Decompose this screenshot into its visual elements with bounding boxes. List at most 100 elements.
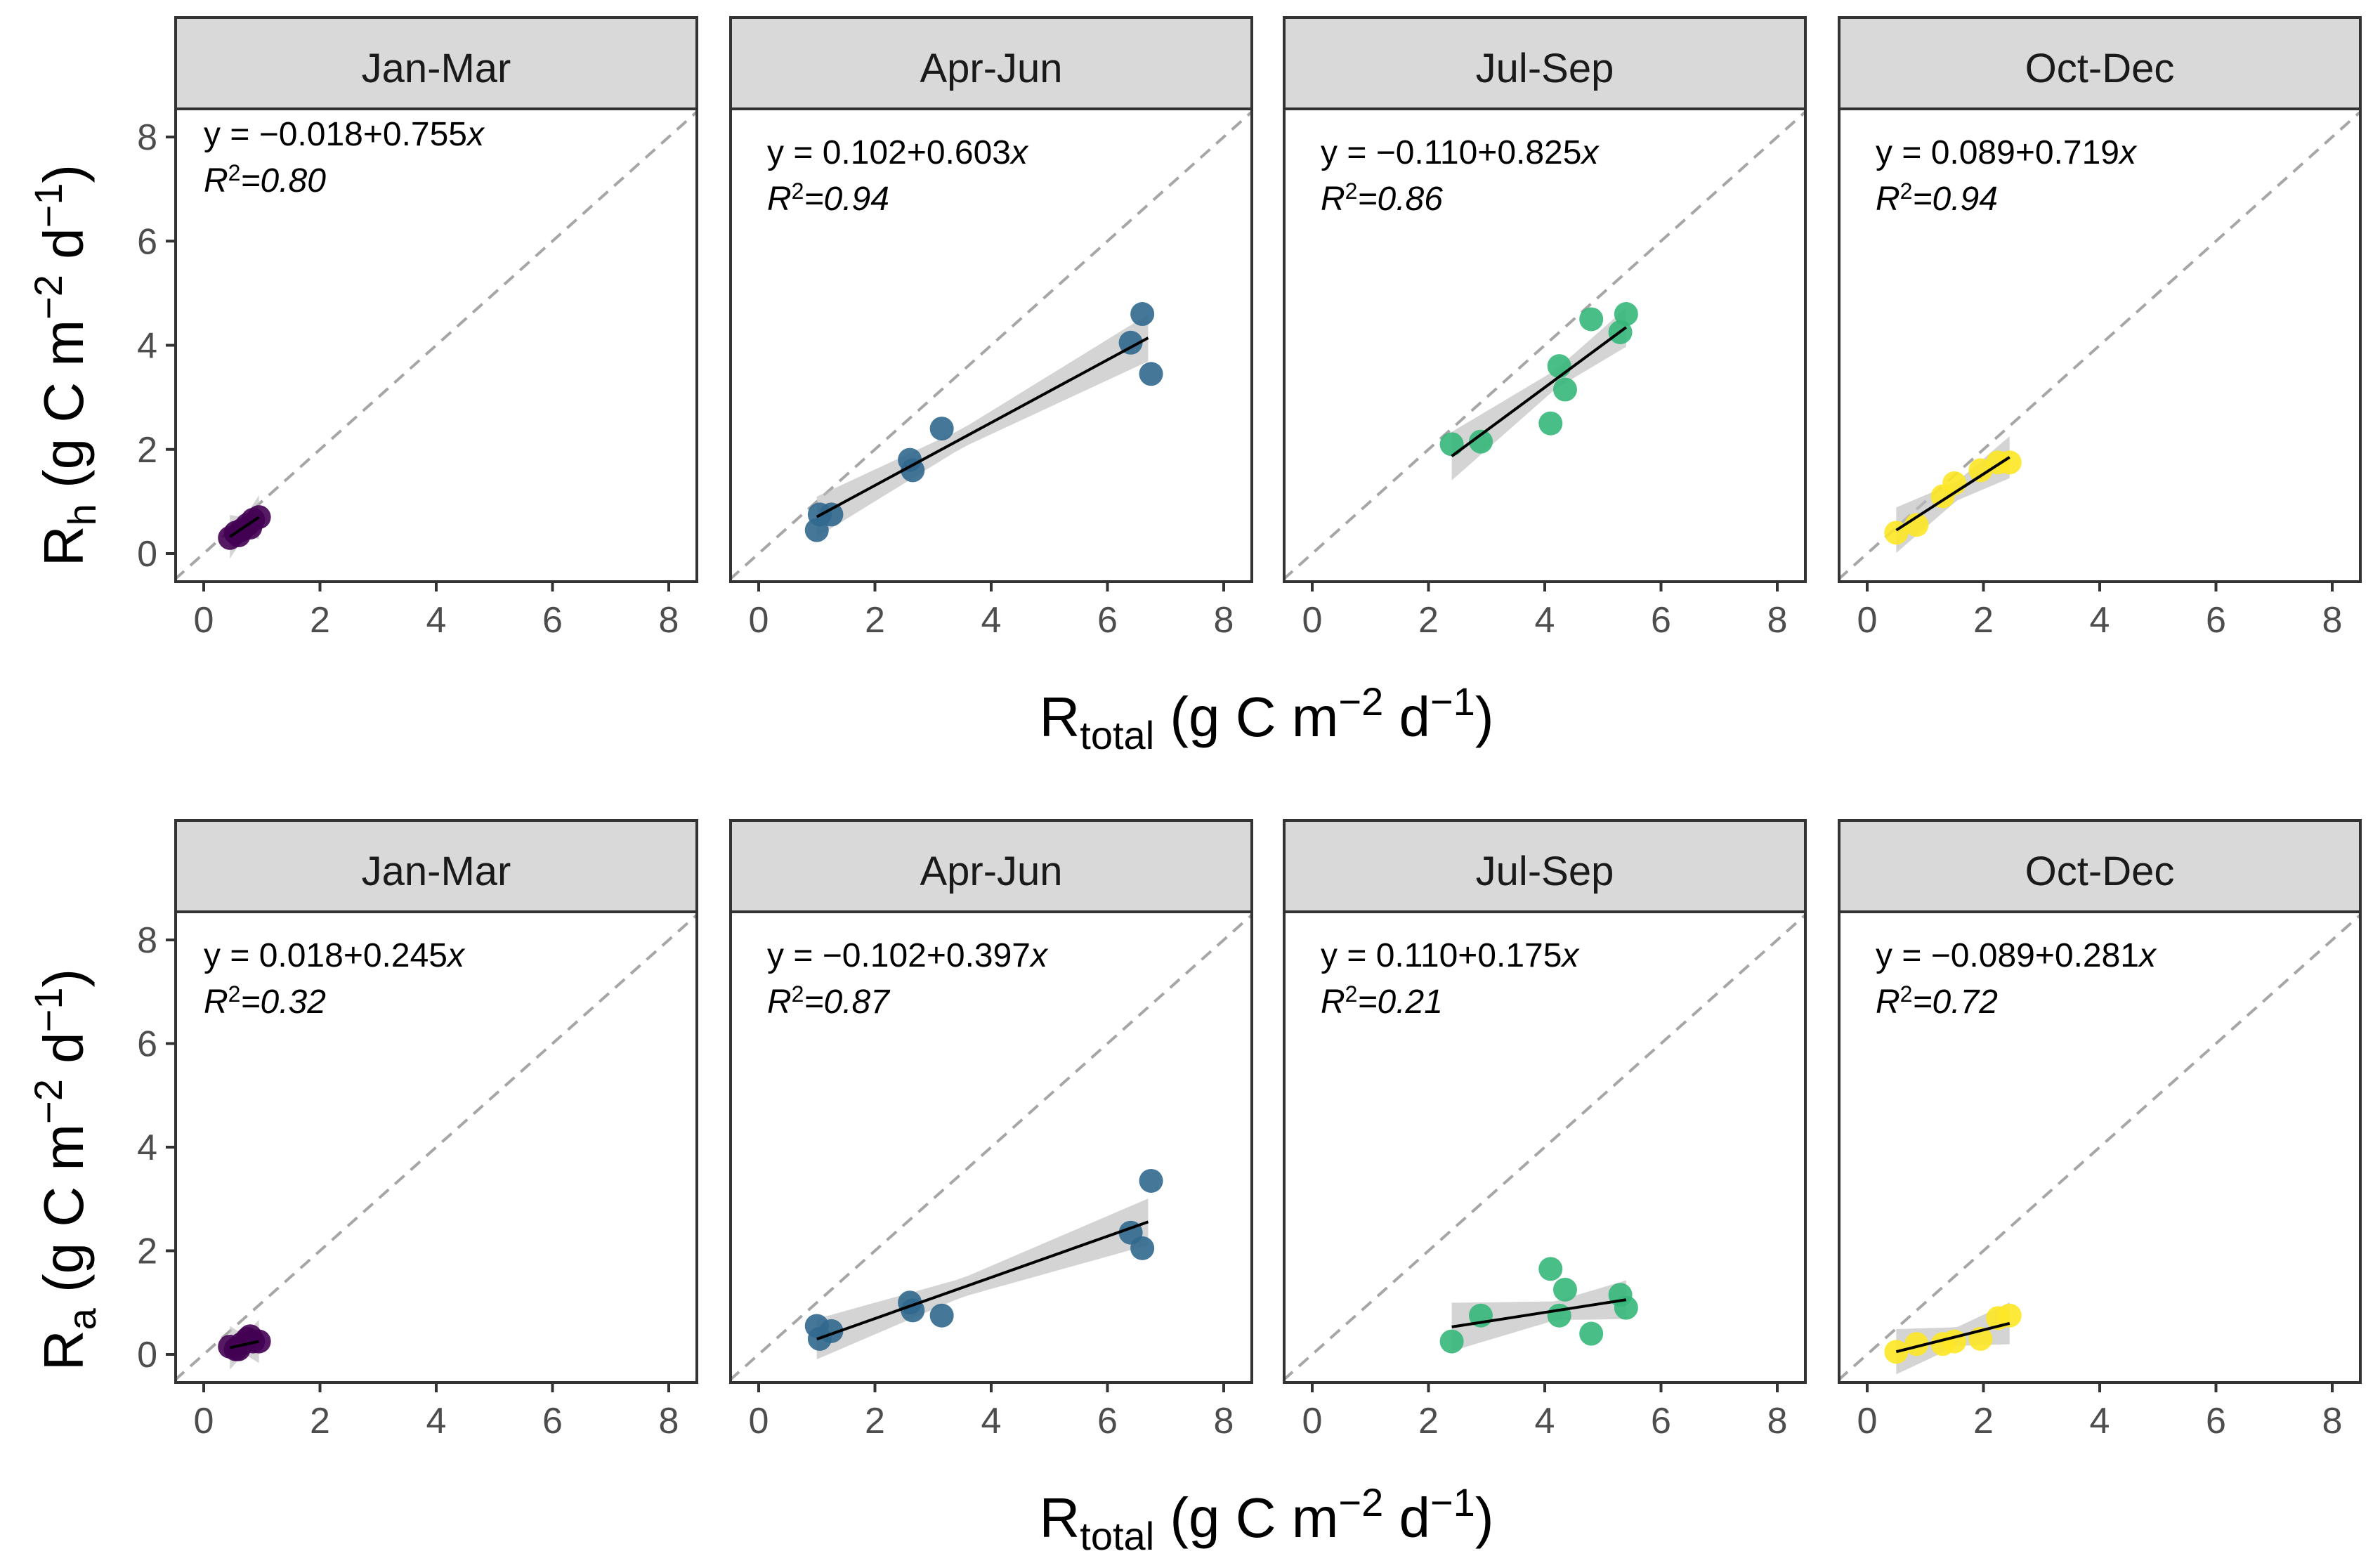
strip-label: Apr-Jun (920, 849, 1062, 894)
y-tick-label: 8 (137, 117, 157, 158)
r-squared-label: R2=0.80 (204, 160, 326, 200)
x-tick-label: 2 (310, 600, 330, 641)
x-axis-title-row2: Rtotal (g C m−2 d−1) (1040, 1480, 1494, 1556)
one-to-one-line (1839, 913, 2360, 1382)
data-point (1538, 1257, 1563, 1281)
x-tick-label: 8 (1214, 1401, 1234, 1441)
x-tick-label: 0 (1857, 1401, 1878, 1441)
strip-header (1283, 819, 1807, 913)
x-tick-label: 4 (1535, 1401, 1555, 1441)
r-squared-label: R2=0.21 (1321, 981, 1443, 1021)
x-tick-label: 6 (1651, 600, 1671, 641)
x-tick-label: 8 (659, 1401, 679, 1441)
y-tick-label: 6 (137, 1024, 157, 1065)
x-tick-label: 2 (1418, 600, 1439, 641)
x-tick-label: 6 (542, 600, 563, 641)
x-tick-label: 4 (426, 1401, 447, 1441)
x-tick-label: 0 (1302, 1401, 1323, 1441)
x-tick-label: 6 (1097, 1401, 1118, 1441)
x-axis-title-row1: Rtotal (g C m−2 d−1) (1040, 679, 1494, 757)
x-tick-label: 2 (1418, 1401, 1439, 1441)
y-tick-label: 8 (137, 920, 157, 961)
r-squared-label: R2=0.94 (1876, 178, 1998, 218)
data-point (1552, 377, 1577, 402)
one-to-one-line (176, 110, 697, 581)
data-point (1614, 1295, 1638, 1320)
x-tick-label: 4 (1535, 600, 1555, 641)
plot-area (1839, 913, 2360, 1382)
strip-header (174, 819, 698, 913)
strip-header (1838, 819, 2362, 913)
data-point (1997, 1303, 2022, 1328)
plot-area (731, 913, 1252, 1382)
x-tick-label: 0 (749, 1401, 769, 1441)
regression-line (816, 336, 1149, 518)
data-point (226, 523, 251, 548)
data-point (1439, 432, 1464, 457)
data-point (1884, 1340, 1909, 1364)
strip-label: Jul-Sep (1476, 46, 1614, 91)
one-to-one-line (1284, 110, 1805, 581)
plot-area (1284, 110, 1805, 581)
y-axis-title-row1: Rh (g C m−2 d−1) (26, 164, 104, 566)
panel-ra-apr-jun: Apr-Jun y = −0.102+0.397x R2=0.87 0 2 4 6 8 (729, 819, 1253, 1441)
data-point (929, 1303, 954, 1328)
plot-area (731, 110, 1252, 581)
plot-background (731, 912, 1252, 1382)
y-tick-label: 2 (137, 430, 157, 471)
r-squared-label: R2=0.87 (767, 981, 891, 1021)
x-tick-label: 4 (2090, 600, 2110, 641)
strip-label: Jul-Sep (1476, 849, 1614, 894)
x-tick-label: 8 (2322, 600, 2343, 641)
y-tick-label: 4 (137, 326, 157, 367)
y-tick-label: 6 (137, 221, 157, 262)
y-tick-label: 4 (137, 1127, 157, 1168)
panel-rh-jul-sep: Jul-Sep y = −0.110+0.825x R2=0.86 0 2 4 6 8 (1283, 16, 1807, 641)
strip-header (174, 16, 698, 110)
x-tick-label: 4 (981, 600, 1002, 641)
regression-equation: y = −0.089+0.281x (1876, 937, 2157, 974)
x-tick-label: 6 (1651, 1401, 1671, 1441)
data-point (1552, 1277, 1577, 1302)
plot-background (1839, 912, 2360, 1382)
plot-area (176, 913, 697, 1382)
data-point (1579, 1321, 1604, 1346)
one-to-one-line (176, 913, 697, 1382)
x-tick-label: 2 (865, 1401, 885, 1441)
regression-line (1895, 1321, 2010, 1354)
regression-line (1451, 1298, 1627, 1328)
strip-label: Apr-Jun (920, 46, 1062, 91)
strip-label: Jan-Mar (362, 46, 511, 91)
data-point (1439, 1329, 1464, 1354)
panel-rh-oct-dec: Oct-Dec y = 0.089+0.719x R2=0.94 0 2 4 6 8 (1838, 16, 2362, 641)
regression-line (229, 516, 260, 538)
one-to-one-line (1284, 913, 1805, 1382)
regression-equation: y = −0.102+0.397x (767, 937, 1049, 974)
data-point (901, 458, 925, 483)
x-tick-label: 4 (981, 1401, 1002, 1441)
y-tick-label: 2 (137, 1231, 157, 1272)
r-squared-label: R2=0.86 (1321, 178, 1443, 218)
data-point (226, 1337, 251, 1361)
r-squared-label: R2=0.72 (1876, 981, 1998, 1021)
x-tick-label: 8 (1767, 600, 1788, 641)
panels-layer: Jan-Mar y = −0.018+0.755x R2=0.80 0 2 4 6 8 0 2 4 6… (137, 16, 2362, 1441)
data-point (1538, 411, 1563, 436)
one-to-one-line (731, 913, 1252, 1382)
x-tick-label: 2 (1973, 1401, 1994, 1441)
x-tick-label: 0 (194, 1401, 214, 1441)
strip-label: Oct-Dec (2025, 46, 2175, 91)
y-axis-title-row2: Ra (g C m−2 d−1) (26, 969, 104, 1371)
x-tick-label: 6 (1097, 600, 1118, 641)
x-tick-label: 2 (865, 600, 885, 641)
x-tick-label: 8 (1767, 1401, 1788, 1441)
data-point (1579, 307, 1604, 332)
data-point (1118, 330, 1143, 355)
plot-area (1839, 110, 2360, 581)
panel-ra-oct-dec: Oct-Dec y = −0.089+0.281x R2=0.72 0 2 4 6 8 (1838, 819, 2362, 1441)
panel-ra-jul-sep: Jul-Sep y = 0.110+0.175x R2=0.21 0 2 4 6 8 (1283, 819, 1807, 1441)
regression-equation: y = −0.018+0.755x (204, 116, 485, 153)
data-point (1904, 1332, 1929, 1356)
plot-area (176, 110, 697, 581)
